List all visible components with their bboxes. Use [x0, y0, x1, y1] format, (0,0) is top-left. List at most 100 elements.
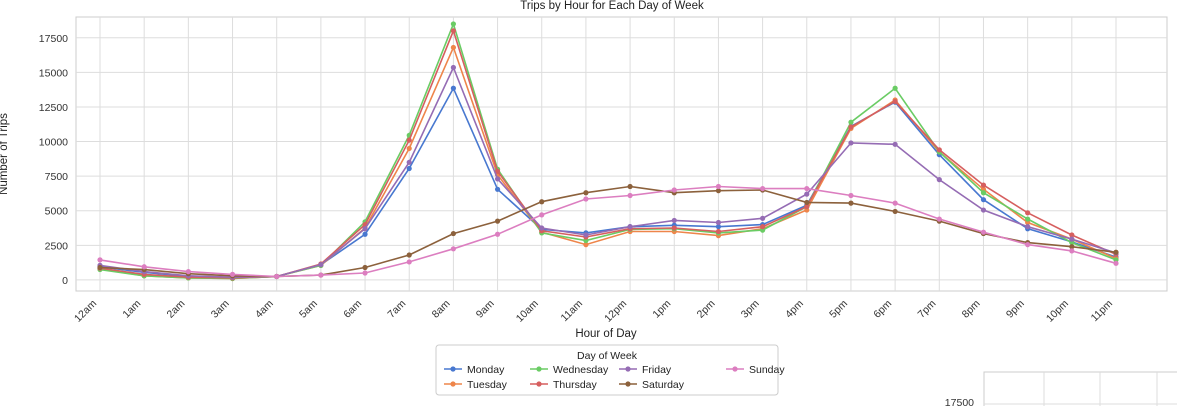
legend-label: Wednesday [553, 364, 609, 376]
plot-frame [75, 16, 1168, 292]
x-tick-label: 8am [430, 297, 453, 320]
data-point [760, 185, 766, 192]
data-point [980, 197, 987, 203]
data-point [715, 183, 722, 190]
x-tick-label: 5pm [827, 297, 850, 320]
data-point [892, 141, 898, 147]
data-point [892, 98, 898, 105]
legend-label: Thursday [553, 379, 598, 391]
data-point [804, 199, 810, 206]
legend-swatch-marker [625, 381, 631, 387]
data-point [583, 196, 589, 202]
data-point [583, 242, 589, 248]
x-tick-label: 12am [72, 297, 99, 324]
y-tick-label: 7500 [45, 171, 69, 183]
data-point [1069, 244, 1075, 250]
data-point [715, 188, 722, 194]
legend-label: Tuesday [467, 379, 508, 391]
data-point [362, 231, 368, 237]
x-tick-label: 7am [385, 297, 408, 320]
x-tick-label: 3pm [739, 297, 762, 320]
y-tick-label: 15000 [39, 67, 68, 79]
y-tick-label: 10000 [39, 137, 68, 149]
data-point [494, 218, 501, 224]
legend-item-thursday: Thursday [530, 379, 598, 391]
data-point [627, 183, 633, 190]
data-point [936, 216, 942, 222]
data-point [848, 140, 854, 146]
data-point [494, 186, 501, 192]
x-tick-label: 4pm [783, 297, 806, 320]
x-tick-label: 6am [341, 297, 364, 320]
data-point [980, 229, 987, 235]
data-point [804, 185, 810, 192]
x-tick-label: 9pm [1004, 297, 1027, 320]
y-tick-label: 2500 [45, 240, 69, 252]
data-point [362, 226, 368, 232]
legend-box [435, 344, 779, 396]
legend: Day of Week Monday Tuesday Wednesday Thursda… [435, 344, 785, 396]
data-point [760, 215, 766, 221]
data-point [1113, 249, 1119, 255]
data-point [848, 200, 854, 206]
data-point [980, 182, 987, 188]
data-point [406, 159, 412, 165]
legend-swatch-marker [450, 366, 456, 372]
data-point [1069, 232, 1075, 238]
x-tick-label: 10am [514, 297, 541, 324]
data-point [494, 176, 501, 182]
data-point [1025, 242, 1031, 248]
data-point [141, 264, 147, 270]
data-point [274, 273, 280, 280]
data-point [804, 203, 810, 210]
x-tick-label: 7pm [915, 297, 938, 320]
data-point [980, 207, 987, 213]
data-point [362, 270, 368, 276]
y-axis-label: Number of Trips [0, 113, 10, 195]
data-point [450, 85, 456, 91]
x-tick-label: 2am [165, 297, 188, 320]
data-point [936, 147, 942, 153]
y-tick-label: 5000 [45, 206, 69, 218]
data-point [715, 224, 722, 230]
legend-item-friday: Friday [619, 364, 672, 376]
data-point [406, 252, 412, 258]
data-point [318, 272, 324, 278]
legend-label: Saturday [642, 379, 685, 391]
data-point [760, 224, 766, 230]
data-point [539, 225, 545, 231]
data-point [1069, 236, 1075, 242]
data-point [583, 232, 589, 238]
y-tick-label: 0 [62, 275, 68, 287]
x-tick-label: 4am [253, 297, 276, 320]
data-point [1025, 216, 1031, 222]
legend-swatch-marker [625, 366, 631, 372]
legend-label: Monday [467, 364, 505, 376]
x-tick-label: 1am [120, 297, 143, 320]
data-point [318, 262, 324, 268]
data-point [406, 259, 412, 265]
data-point [539, 199, 545, 205]
legend-item-sunday: Sunday [726, 364, 785, 376]
y-tick-label: 12500 [39, 102, 68, 114]
data-point [362, 264, 368, 271]
data-point [715, 228, 722, 235]
data-point [848, 119, 854, 125]
data-point [97, 257, 103, 263]
x-tick-label: 1pm [650, 297, 673, 320]
legend-item-saturday: Saturday [619, 379, 685, 391]
x-tick-label: 5am [297, 297, 320, 320]
data-point [406, 137, 412, 143]
data-point [671, 217, 677, 224]
data-point [1025, 210, 1031, 216]
legend-swatch-marker [450, 381, 456, 387]
data-point [450, 64, 456, 71]
data-point [583, 190, 589, 196]
legend-label: Friday [642, 364, 672, 376]
data-point [627, 224, 633, 230]
data-point [450, 246, 456, 252]
data-point [97, 264, 103, 271]
data-point [671, 225, 677, 231]
legend-swatch-marker [732, 366, 738, 372]
